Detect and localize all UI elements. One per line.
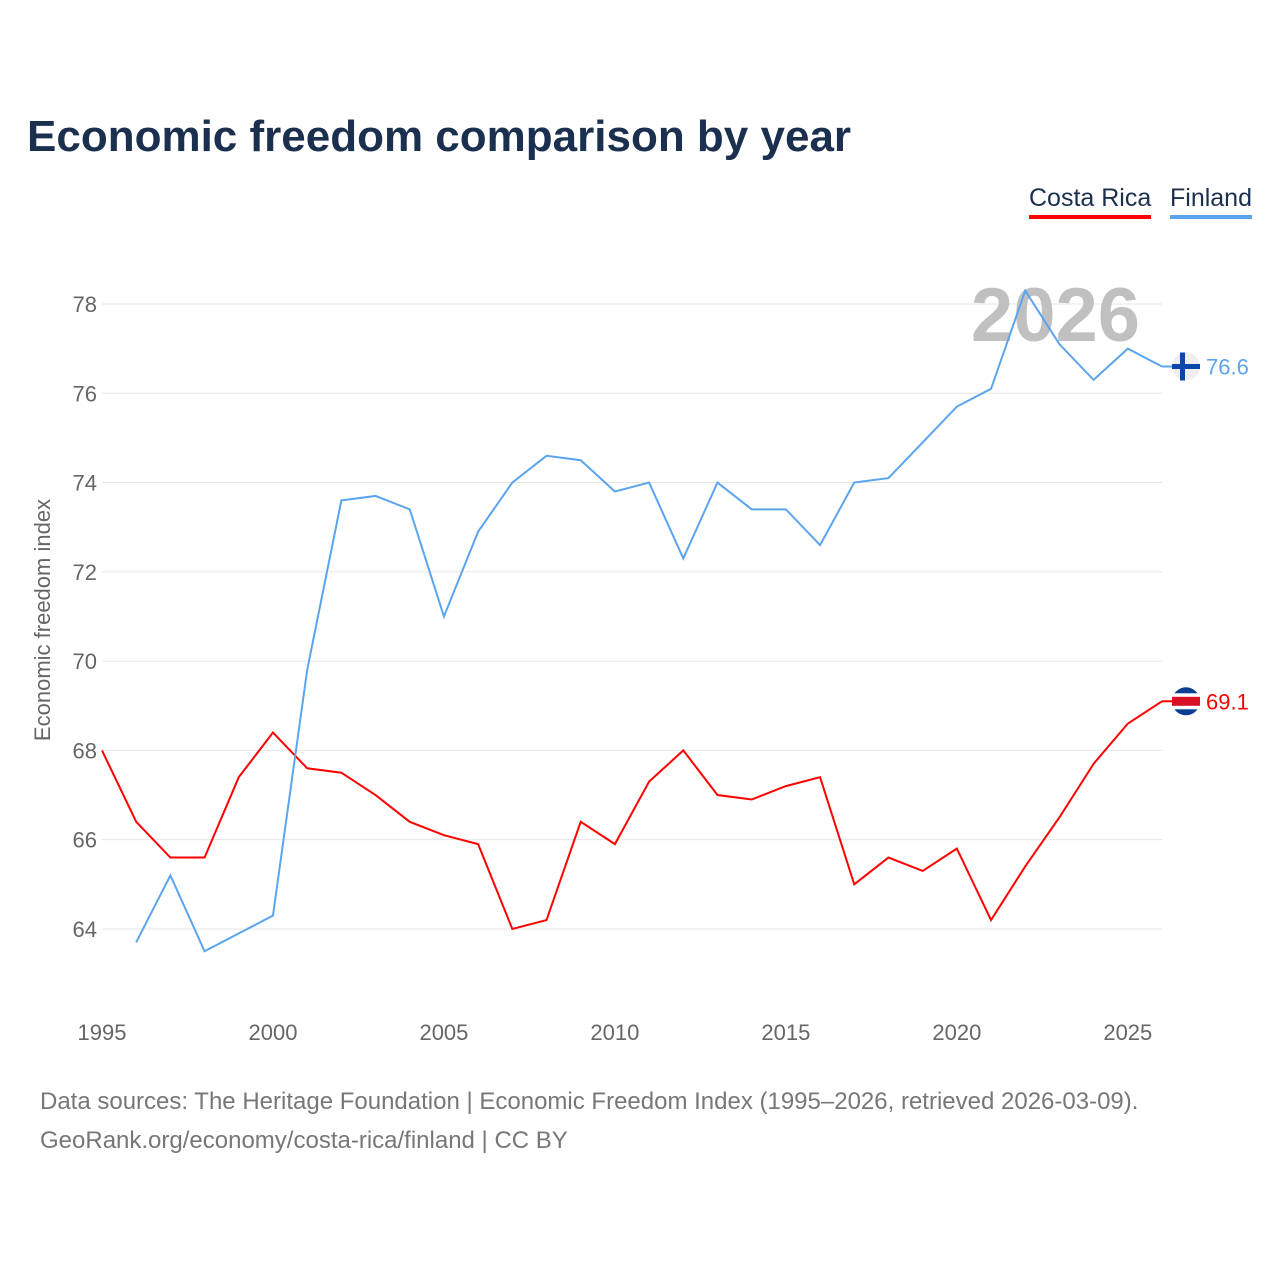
costa-rica-flag-icon xyxy=(1172,687,1200,716)
series-line-costa-rica xyxy=(101,700,1163,931)
y-tick-label: 66 xyxy=(73,828,97,853)
x-tick-label: 2010 xyxy=(590,1020,639,1045)
x-tick-label: 2005 xyxy=(419,1020,468,1045)
legend-costa-rica[interactable]: Costa Rica xyxy=(1029,184,1152,219)
line-chart: 64 66 68 70 72 74 76 78 1995 2000 2005 2010 2015 2020… xyxy=(30,273,1249,1045)
finland-flag-icon xyxy=(1172,352,1200,381)
series-line-finland xyxy=(135,288,1163,953)
y-tick-label: 72 xyxy=(73,560,97,585)
x-tick-label: 2015 xyxy=(761,1020,810,1045)
end-value-label: 76.6 xyxy=(1206,354,1249,379)
y-tick-label: 74 xyxy=(73,471,97,496)
x-tick-label: 1995 xyxy=(78,1020,127,1045)
y-tick-label: 76 xyxy=(73,381,97,406)
x-tick-label: 2000 xyxy=(248,1020,297,1045)
end-value-label: 69.1 xyxy=(1206,689,1249,714)
chart-title: Economic freedom comparison by year xyxy=(27,112,852,161)
footer-credit: GeoRank.org/economy/costa-rica/finland |… xyxy=(40,1127,568,1154)
year-watermark: 2026 xyxy=(971,273,1140,358)
x-tick-label: 2025 xyxy=(1103,1020,1152,1045)
y-tick-label: 78 xyxy=(73,292,97,317)
y-tick-label: 64 xyxy=(73,917,97,942)
y-tick-label: 68 xyxy=(73,738,97,763)
y-axis-label: Economic freedom index xyxy=(30,499,55,741)
y-tick-label: 70 xyxy=(73,649,97,674)
footer-sources: Data sources: The Heritage Foundation | … xyxy=(40,1088,1139,1115)
x-tick-label: 2020 xyxy=(932,1020,981,1045)
legend-finland[interactable]: Finland xyxy=(1170,184,1252,219)
